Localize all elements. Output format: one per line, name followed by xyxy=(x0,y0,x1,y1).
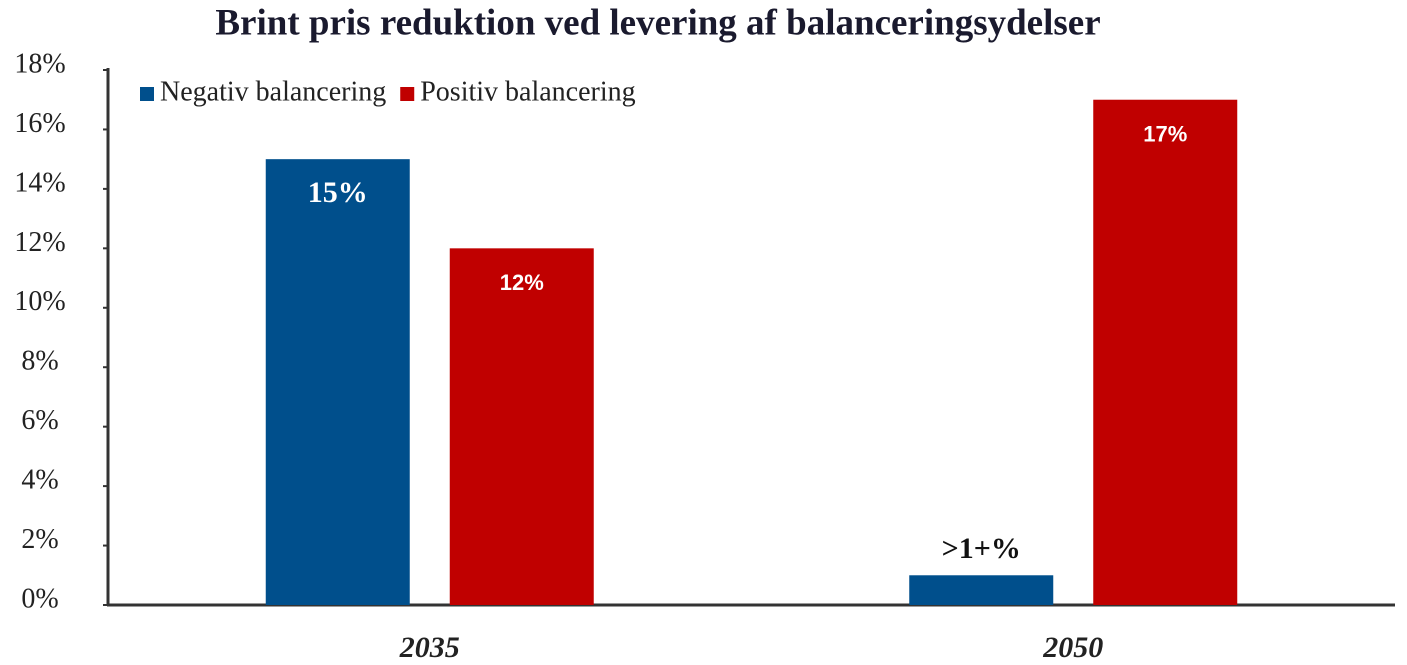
y-tick-label: 10% xyxy=(14,286,65,317)
bar xyxy=(909,575,1054,605)
bar xyxy=(449,248,594,606)
y-tick-label: 12% xyxy=(14,227,65,258)
data-label: 12% xyxy=(500,270,544,295)
bar xyxy=(1093,99,1238,605)
y-tick-label: 4% xyxy=(21,465,58,496)
chart-title: Brint pris reduktion ved levering af bal… xyxy=(215,2,1100,43)
legend-swatch xyxy=(140,87,154,101)
data-label: 17% xyxy=(1143,122,1187,147)
y-tick-label: 16% xyxy=(14,108,65,139)
y-tick-label: 0% xyxy=(21,583,58,614)
data-label: 15% xyxy=(308,176,368,209)
data-label: >1+% xyxy=(942,532,1021,565)
legend-swatch xyxy=(400,87,415,101)
y-tick-label: 2% xyxy=(21,524,58,555)
y-tick-label: 6% xyxy=(21,405,58,436)
y-tick-label: 18% xyxy=(14,48,65,79)
y-tick-label: 14% xyxy=(14,167,65,198)
legend-label: Negativ balancering xyxy=(160,76,386,107)
x-tick-label: 2050 xyxy=(1042,631,1103,664)
x-tick-label: 2035 xyxy=(399,631,460,664)
legend-label: Positiv balancering xyxy=(420,76,635,107)
bar xyxy=(265,159,410,605)
y-tick-label: 8% xyxy=(21,346,58,377)
